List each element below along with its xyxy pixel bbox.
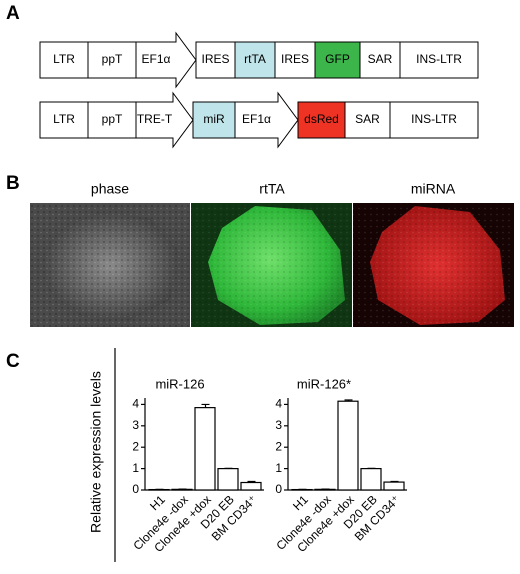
error-bar [247, 480, 256, 483]
chart-title: miR-126* [297, 376, 351, 391]
bar [337, 400, 359, 491]
element-label: GFP [325, 52, 350, 66]
element-label: IRES [201, 52, 229, 66]
micrograph-rtta [191, 203, 352, 327]
promoter-arrow [234, 91, 299, 149]
y-axis-label: Relative expression levels [88, 371, 104, 533]
panel-label: C [6, 351, 20, 372]
image-label: miRNA [411, 181, 456, 197]
element-label: INS-LTR [416, 52, 462, 66]
y-tick-label: 2 [132, 439, 139, 453]
element-label: LTR [53, 52, 75, 66]
panel-label: B [6, 173, 20, 194]
element-label: INS-LTR [411, 112, 457, 126]
element-label: ppT [102, 52, 123, 66]
construct-element [399, 41, 479, 79]
y-tick-label: 0 [132, 482, 139, 496]
error-bar [390, 480, 399, 483]
construct-element [39, 41, 89, 79]
element-label: ppT [102, 112, 123, 126]
bar [194, 407, 216, 491]
construct-element [297, 101, 346, 139]
bar [360, 468, 382, 491]
construct-element [344, 101, 391, 139]
promoter-arrow [135, 91, 194, 149]
micrograph-mirna [353, 203, 514, 327]
construct-element [314, 41, 361, 79]
y-tick-label: 4 [275, 397, 282, 411]
panel-label: A [6, 3, 20, 24]
element-label: TRE-T [137, 112, 173, 126]
y-tick-label: 2 [275, 439, 282, 453]
construct-element [359, 41, 401, 79]
y-tick-label: 0 [275, 482, 282, 496]
element-label: SAR [368, 52, 393, 66]
element-label: EF1α [142, 52, 171, 66]
element-label: SAR [355, 112, 380, 126]
y-tick-label: 3 [275, 418, 282, 432]
y-tick-label: 4 [132, 397, 139, 411]
y-tick-label: 1 [132, 461, 139, 475]
construct-element [389, 101, 479, 139]
element-label: miR [203, 112, 225, 126]
y-tick-label: 3 [132, 418, 139, 432]
construct-element [39, 101, 89, 139]
element-label: dsRed [304, 112, 339, 126]
bar [383, 481, 405, 491]
error-bar [344, 399, 353, 402]
bar [240, 481, 262, 491]
error-bar [201, 403, 210, 408]
bar [217, 468, 239, 491]
element-label: rtTA [244, 52, 266, 66]
construct-element [195, 41, 236, 79]
construct-element [234, 41, 276, 79]
construct-element [192, 101, 236, 139]
image-label: phase [91, 181, 129, 197]
promoter-arrow [135, 31, 197, 89]
image-label: rtTA [259, 181, 285, 197]
element-label: LTR [53, 112, 75, 126]
chart-title: miR-126 [155, 376, 204, 391]
element-label: IRES [281, 52, 309, 66]
y-tick-label: 1 [275, 461, 282, 475]
construct-element [274, 41, 316, 79]
micrograph-phase [30, 203, 190, 327]
element-label: EF1α [242, 112, 271, 126]
